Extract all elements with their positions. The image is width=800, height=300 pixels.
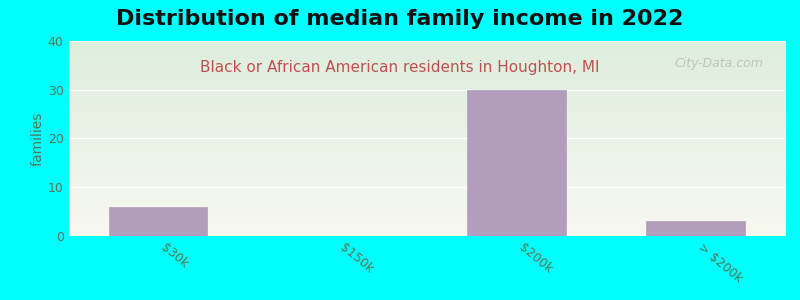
Text: Black or African American residents in Houghton, MI: Black or African American residents in H… — [200, 60, 600, 75]
Y-axis label: families: families — [31, 111, 45, 166]
Bar — [646, 221, 745, 236]
Text: Distribution of median family income in 2022: Distribution of median family income in … — [116, 9, 684, 29]
Bar — [467, 90, 566, 236]
Text: City-Data.com: City-Data.com — [674, 57, 763, 70]
Bar — [109, 206, 207, 236]
